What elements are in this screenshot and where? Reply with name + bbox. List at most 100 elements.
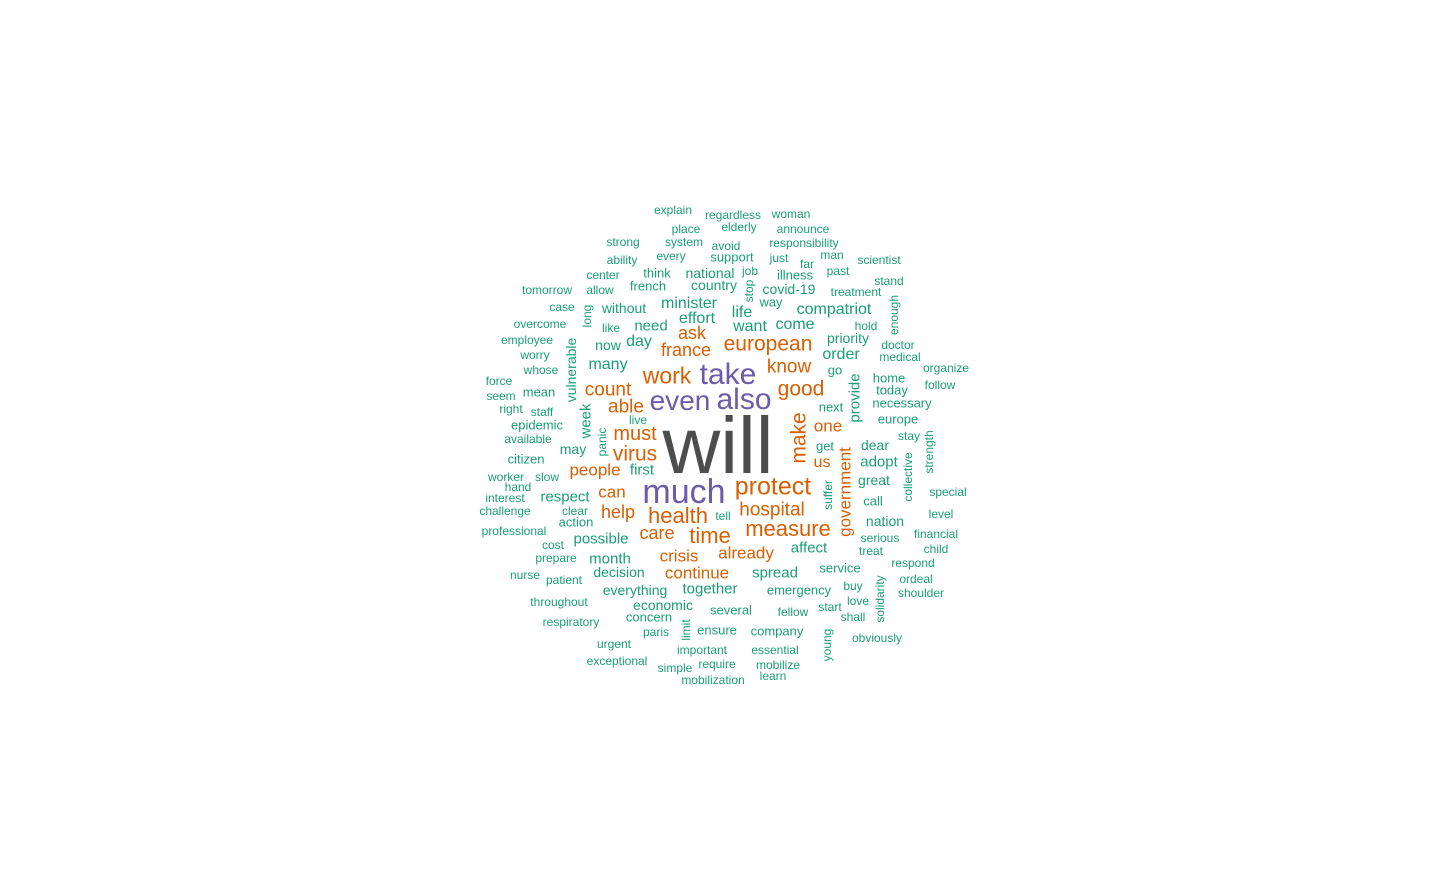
word-make: make bbox=[787, 412, 811, 464]
word-home: home bbox=[872, 370, 906, 386]
word-panic: panic bbox=[595, 427, 609, 457]
word-one: one bbox=[813, 416, 843, 436]
word-staff: staff bbox=[530, 405, 554, 419]
word-right: right bbox=[499, 402, 523, 416]
word-people: people bbox=[569, 460, 621, 480]
word-good: good bbox=[777, 377, 825, 401]
word-cost: cost bbox=[541, 538, 565, 552]
word-several: several bbox=[710, 602, 752, 618]
word-know: know bbox=[766, 356, 812, 378]
word-long: long bbox=[580, 304, 594, 328]
word-ask: ask bbox=[677, 323, 707, 343]
word-stand: stand bbox=[874, 274, 904, 288]
word-come: come bbox=[775, 316, 815, 333]
word-elderly: elderly bbox=[721, 220, 757, 234]
word-obviously: obviously bbox=[851, 631, 903, 645]
word-buy: buy bbox=[843, 579, 863, 593]
word-doctor: doctor bbox=[881, 338, 915, 352]
word-government: government bbox=[835, 447, 855, 537]
word-young: young bbox=[820, 628, 834, 662]
word-continue: continue bbox=[664, 563, 730, 583]
word-take: take bbox=[699, 358, 757, 391]
word-simple: simple bbox=[657, 661, 693, 675]
word-mean: mean bbox=[522, 384, 556, 400]
word-virus: virus bbox=[612, 442, 658, 466]
word-concern: concern bbox=[625, 609, 673, 625]
word-company: company bbox=[750, 623, 804, 639]
word-may: may bbox=[559, 441, 587, 457]
word-everything: everything bbox=[602, 582, 668, 598]
word-live: live bbox=[628, 413, 648, 427]
word-worry: worry bbox=[520, 348, 550, 362]
word-shall: shall bbox=[840, 610, 866, 624]
word-europe: europe bbox=[877, 411, 919, 427]
word-respect: respect bbox=[540, 488, 590, 506]
word-special: special bbox=[929, 485, 967, 499]
word-strong: strong bbox=[606, 235, 640, 249]
word-economic: economic bbox=[633, 597, 693, 613]
word-order: order bbox=[822, 346, 860, 363]
word-stay: stay bbox=[897, 429, 921, 443]
word-throughout: throughout bbox=[530, 595, 588, 609]
word-system: system bbox=[664, 235, 704, 249]
word-past: past bbox=[826, 264, 850, 278]
word-help: help bbox=[600, 502, 636, 522]
word-interest: interest bbox=[485, 491, 525, 505]
word-shoulder: shoulder bbox=[897, 586, 945, 600]
word-child: child bbox=[923, 542, 949, 556]
word-start: start bbox=[818, 600, 842, 614]
word-whose: whose bbox=[523, 363, 559, 377]
word-month: month bbox=[589, 550, 631, 568]
word-without: without bbox=[601, 300, 647, 316]
word-worker: worker bbox=[487, 470, 525, 484]
word-next: next bbox=[818, 399, 844, 415]
word-suffer: suffer bbox=[821, 480, 835, 510]
word-much: much bbox=[642, 473, 726, 511]
word-hold: hold bbox=[854, 319, 878, 333]
word-man: man bbox=[820, 248, 844, 262]
word-exceptional: exceptional bbox=[586, 654, 648, 668]
word-announce: announce bbox=[776, 222, 830, 236]
word-necessary: necessary bbox=[872, 395, 932, 411]
word-responsibility: responsibility bbox=[769, 236, 839, 250]
word-level: level bbox=[928, 507, 954, 521]
word-stop: stop bbox=[742, 279, 756, 303]
word-great: great bbox=[858, 472, 890, 488]
word-adopt: adopt bbox=[860, 453, 898, 471]
word-solidarity: solidarity bbox=[873, 575, 887, 623]
word-health: health bbox=[648, 503, 708, 528]
word-overcome: overcome bbox=[513, 317, 567, 331]
word-day: day bbox=[626, 333, 652, 350]
word-challenge: challenge bbox=[479, 504, 531, 518]
word-allow: allow bbox=[586, 283, 614, 297]
word-medical: medical bbox=[879, 350, 921, 364]
word-professional: professional bbox=[481, 524, 547, 538]
word-seem: seem bbox=[486, 389, 516, 403]
word-employee: employee bbox=[500, 333, 554, 347]
word-available: available bbox=[504, 432, 552, 446]
word-country: country bbox=[691, 277, 737, 293]
word-avoid: avoid bbox=[711, 239, 741, 253]
word-minister: minister bbox=[660, 295, 718, 312]
word-serious: serious bbox=[860, 531, 900, 545]
word-important: important bbox=[676, 643, 728, 657]
word-action: action bbox=[558, 514, 594, 530]
word-essential: essential bbox=[751, 643, 799, 657]
word-tell: tell bbox=[715, 509, 731, 523]
word-measure: measure bbox=[745, 516, 831, 541]
word-together: together bbox=[682, 580, 738, 598]
word-covid-19: covid-19 bbox=[762, 281, 816, 297]
word-ability: ability bbox=[606, 253, 638, 267]
word-enough: enough bbox=[887, 294, 901, 336]
word-compatriot: compatriot bbox=[796, 301, 872, 318]
word-tomorrow: tomorrow bbox=[521, 283, 573, 297]
word-provide: provide bbox=[846, 373, 864, 423]
word-will: will bbox=[662, 401, 774, 490]
word-organize: organize bbox=[922, 361, 970, 375]
word-mobilization: mobilization bbox=[681, 673, 745, 687]
word-scientist: scientist bbox=[857, 253, 901, 267]
word-france: france bbox=[660, 340, 712, 360]
word-crisis: crisis bbox=[659, 546, 699, 566]
word-follow: follow bbox=[924, 378, 956, 392]
